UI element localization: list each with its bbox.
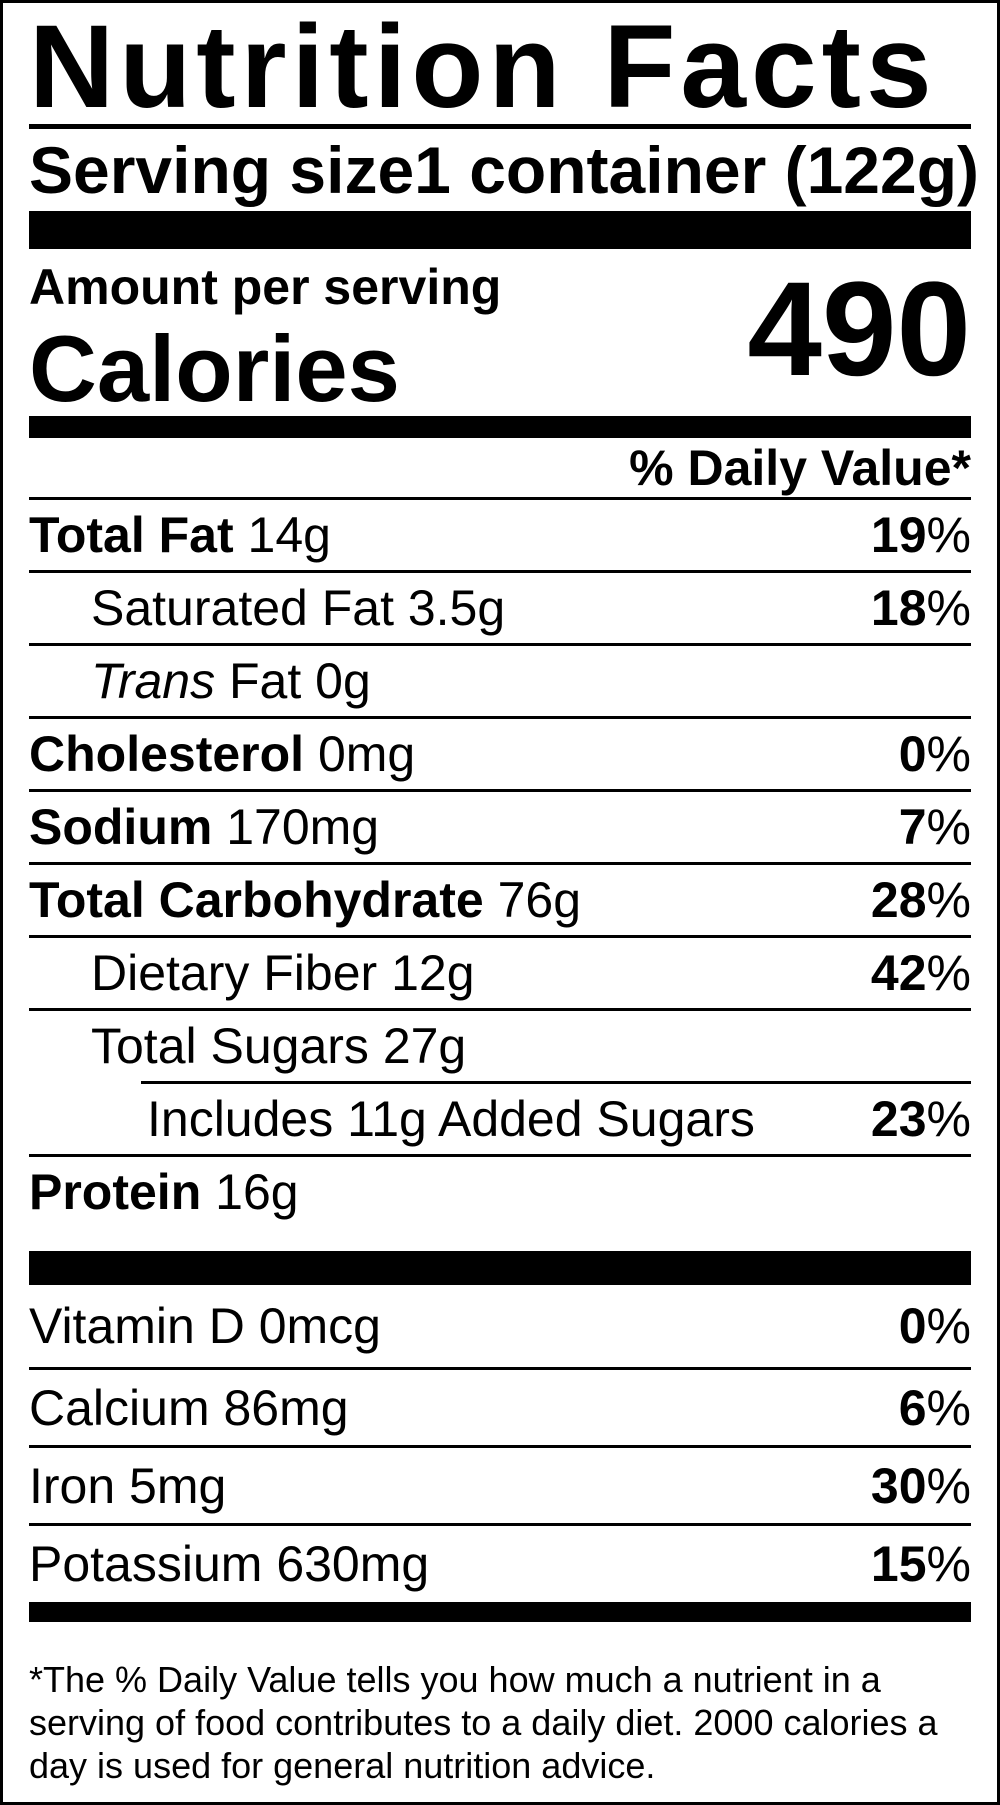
thick-divider-bar-bottom xyxy=(29,1602,971,1622)
thick-divider-bar-middle xyxy=(29,1251,971,1285)
nutrient-row-total-carbohydrate: Total Carbohydrate 76g 28% xyxy=(29,862,971,935)
nutrient-name: Includes 11g Added Sugars xyxy=(147,1091,755,1147)
nutrient-row-trans-fat: Trans Fat 0g xyxy=(29,643,971,716)
nutrient-name: Calcium 86mg xyxy=(29,1379,349,1436)
daily-value-percent: 0% xyxy=(898,1298,971,1354)
nutrient-name: Vitamin D 0mcg xyxy=(29,1298,381,1354)
calories-value: 490 xyxy=(747,255,971,404)
nutrient-row-protein: Protein 16g xyxy=(29,1154,971,1227)
nutrient-name: Iron 5mg xyxy=(29,1457,227,1514)
daily-value-percent: 6% xyxy=(898,1379,971,1436)
nutrient-row-total-sugars: Total Sugars 27g xyxy=(29,1008,971,1081)
nutrient-name: Sodium 170mg xyxy=(29,799,380,855)
label-title: Nutrition Facts xyxy=(29,1,937,133)
nutrient-name: Total Carbohydrate 76g xyxy=(29,872,582,928)
daily-value-percent: 18% xyxy=(870,580,971,636)
nutrient-name: Cholesterol 0mg xyxy=(29,726,416,782)
nutrient-name: Potassium 630mg xyxy=(29,1536,430,1592)
nutrient-row-vitamin-d: Vitamin D 0mcg 0% xyxy=(29,1285,971,1367)
nutrient-row-cholesterol: Cholesterol 0mg 0% xyxy=(29,716,971,789)
nutrient-row-sodium: Sodium 170mg 7% xyxy=(29,789,971,862)
daily-value-percent: 0% xyxy=(898,726,971,782)
serving-size-label: Serving size xyxy=(29,133,415,207)
daily-value-footnote: *The % Daily Value tells you how much a … xyxy=(29,1659,938,1786)
daily-value-percent: 15% xyxy=(870,1536,971,1592)
nutrient-name: Protein 16g xyxy=(29,1164,299,1220)
medium-divider-bar-calories xyxy=(29,416,971,438)
daily-value-percent: 42% xyxy=(870,945,971,1001)
calories-labels: Amount per serving Calories xyxy=(29,249,502,421)
nutrient-name: Dietary Fiber 12g xyxy=(91,945,475,1001)
daily-value-header: % Daily Value* xyxy=(629,439,971,496)
amount-per-serving-label: Amount per serving xyxy=(29,259,502,315)
nutrient-row-iron: Iron 5mg 30% xyxy=(29,1445,971,1523)
nutrient-row-potassium: Potassium 630mg 15% xyxy=(29,1523,971,1602)
daily-value-percent: 19% xyxy=(870,507,971,563)
nutrient-row-added-sugars: Includes 11g Added Sugars 23% xyxy=(29,1084,971,1154)
nutrient-row-dietary-fiber: Dietary Fiber 12g 42% xyxy=(29,935,971,1008)
daily-value-percent: 30% xyxy=(870,1457,971,1514)
nutrient-name: Total Sugars 27g xyxy=(91,1018,467,1074)
thick-divider-bar-top xyxy=(29,211,971,249)
daily-value-percent: 23% xyxy=(870,1091,971,1147)
nutrient-name: Trans Fat 0g xyxy=(91,653,371,709)
nutrient-row-saturated-fat: Saturated Fat 3.5g 18% xyxy=(29,570,971,643)
title-divider xyxy=(29,124,971,129)
indented-divider xyxy=(141,1081,971,1084)
nutrient-name: Total Fat 14g xyxy=(29,507,331,563)
daily-value-percent: 28% xyxy=(870,872,971,928)
nutrient-name: Saturated Fat 3.5g xyxy=(91,580,506,636)
nutrient-row-calcium: Calcium 86mg 6% xyxy=(29,1367,971,1445)
serving-size-value: 1 container (122g) xyxy=(414,133,980,207)
nutrient-row-total-fat: Total Fat 14g 19% xyxy=(29,497,971,570)
calories-section: Amount per serving Calories 490 xyxy=(29,249,971,421)
calories-label: Calories xyxy=(29,316,400,421)
serving-size-row: Serving size 1 container (122g) xyxy=(29,129,979,211)
daily-value-percent: 7% xyxy=(898,799,971,855)
